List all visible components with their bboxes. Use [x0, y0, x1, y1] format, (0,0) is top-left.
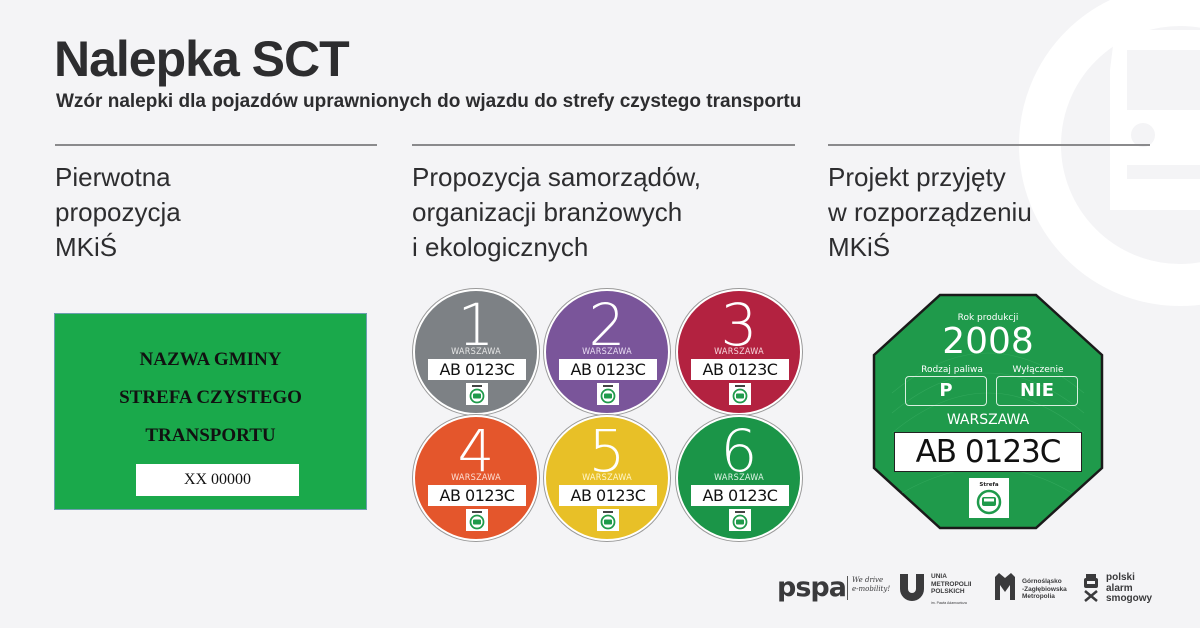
emission-class-sticker-3: 3 WARSZAWA AB 0123C — [676, 289, 802, 415]
plate-field: AB 0123C — [428, 485, 526, 506]
divider — [55, 144, 377, 146]
column-heading-adopted: Projekt przyjęty w rozporządzeniu MKiŚ — [828, 162, 1032, 262]
zone-badge: Strefa — [969, 478, 1009, 518]
city-name: WARSZAWA — [582, 473, 632, 483]
plate-field: AB 0123C — [559, 359, 657, 380]
car-in-circle-icon — [469, 385, 485, 404]
emission-class-sticker-5: 5 WARSZAWA AB 0123C — [544, 415, 670, 541]
car-in-circle-icon — [469, 511, 485, 530]
gzm-logo-text: Górnośląsko -Zagłębiowska Metropolia — [1022, 578, 1067, 600]
class-number: 1 — [457, 291, 495, 359]
smog-mask-icon — [1084, 574, 1098, 602]
pspa-logo: pspa — [777, 572, 847, 603]
page-title: Nalepka SCT — [54, 31, 350, 87]
car-in-circle-icon — [732, 511, 748, 530]
divider — [412, 144, 795, 146]
zone-badge — [597, 383, 619, 405]
ump-logo-icon — [900, 574, 924, 601]
city-name: WARSZAWA — [714, 473, 764, 483]
zone-badge — [466, 509, 488, 531]
sticker-line: NAZWA GMINY — [139, 349, 282, 370]
svg-text:Strefa: Strefa — [979, 482, 998, 488]
ump-logo-text: UNIA METROPOLII POLSKICH — [931, 573, 972, 595]
plate-field: AB 0123C — [691, 485, 789, 506]
fuel-label: Rodzaj paliwa — [921, 365, 983, 375]
emission-class-sticker-1: 1 WARSZAWA AB 0123C — [413, 289, 539, 415]
class-number: 6 — [720, 417, 758, 485]
psa-logo-text: polski alarm smogowy — [1106, 572, 1153, 604]
fuel-type-box: P — [905, 376, 987, 406]
column-heading-original: Pierwotna propozycja MKiŚ — [55, 162, 181, 262]
year-label: Rok produkcji — [957, 313, 1019, 323]
ump-logo-subtitle: im. Pawła Adamowicza — [931, 601, 967, 605]
city-name: WARSZAWA — [582, 347, 632, 357]
zone-badge — [597, 509, 619, 531]
plate-field: AB 0123C — [894, 432, 1082, 472]
zone-badge — [466, 383, 488, 405]
plate-field: AB 0123C — [428, 359, 526, 380]
column-heading-proposal: Propozycja samorządów, organizacji branż… — [412, 162, 702, 262]
car-in-circle-icon — [732, 385, 748, 404]
plate-field: XX 00000 — [136, 464, 299, 496]
sticker-line: STREFA CZYSTEGO — [119, 387, 302, 408]
class-number: 5 — [588, 417, 626, 485]
adopted-octagon-sticker: Rok produkcji 2008 Rodzaj paliwa Wyłącze… — [872, 293, 1104, 530]
exclusion-box: NIE — [996, 376, 1078, 406]
city-name: WARSZAWA — [714, 347, 764, 357]
emission-class-sticker-2: 2 WARSZAWA AB 0123C — [544, 289, 670, 415]
car-in-circle-icon — [600, 511, 616, 530]
zone-badge — [729, 383, 751, 405]
divider — [828, 144, 1150, 146]
car-in-circle-icon — [600, 385, 616, 404]
city-name: WARSZAWA — [946, 412, 1030, 428]
divider — [847, 576, 848, 600]
exclusion-label: Wyłączenie — [1012, 365, 1064, 375]
plate-field: AB 0123C — [691, 359, 789, 380]
gzm-logo-icon — [995, 573, 1015, 600]
car-in-circle-icon — [1019, 0, 1200, 306]
original-rectangle-sticker: NAZWA GMINY STREFA CZYSTEGO TRANSPORTU X… — [54, 313, 367, 510]
car-in-circle-icon: Strefa — [976, 482, 1002, 515]
city-name: WARSZAWA — [451, 347, 501, 357]
emission-class-sticker-6: 6 WARSZAWA AB 0123C — [676, 415, 802, 541]
page-subtitle: Wzór nalepki dla pojazdów uprawnionych d… — [56, 91, 802, 112]
zone-badge — [729, 509, 751, 531]
production-year: 2008 — [942, 321, 1034, 362]
pspa-tagline: We drive e-mobility! — [852, 576, 891, 593]
emission-class-sticker-4: 4 WARSZAWA AB 0123C — [413, 415, 539, 541]
class-number: 2 — [588, 291, 626, 359]
city-name: WARSZAWA — [451, 473, 501, 483]
class-number: 3 — [720, 291, 758, 359]
sticker-line: TRANSPORTU — [145, 425, 276, 446]
class-number: 4 — [457, 417, 495, 485]
plate-field: AB 0123C — [559, 485, 657, 506]
